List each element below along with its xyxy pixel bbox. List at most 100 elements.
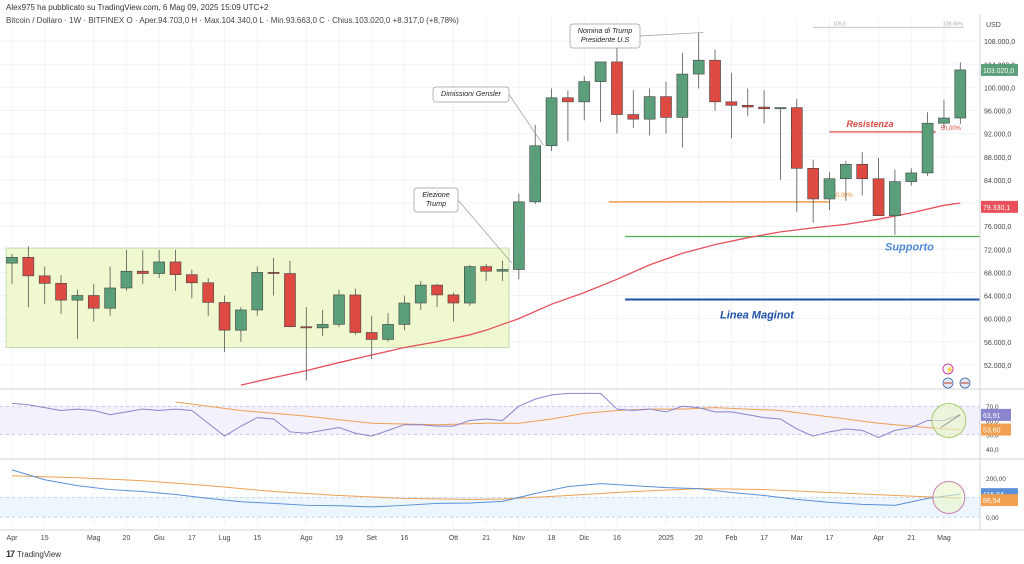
x-tick-label: 16 xyxy=(401,535,409,542)
candle-up[interactable] xyxy=(463,266,476,304)
x-tick-label: 19 xyxy=(335,535,343,542)
y-tick-label: 60.000,0 xyxy=(984,317,1011,324)
candle-down[interactable] xyxy=(22,257,35,277)
candle-up[interactable] xyxy=(251,272,264,311)
candle-up[interactable] xyxy=(545,97,558,147)
candle-up[interactable] xyxy=(153,261,165,274)
candle-down[interactable] xyxy=(872,178,885,217)
tradingview-logo[interactable]: 17 TradingView xyxy=(6,549,61,559)
x-tick-label: 15 xyxy=(253,535,261,542)
y-tick-label: 56.000,0 xyxy=(984,340,1011,347)
candle-down[interactable] xyxy=(365,332,378,340)
candle-up[interactable] xyxy=(333,294,345,325)
candle-down[interactable] xyxy=(55,283,67,301)
x-tick-label: Nov xyxy=(513,535,526,542)
rsi-tick: 70,0 xyxy=(986,404,999,411)
candle-up[interactable] xyxy=(71,295,84,301)
candle-up[interactable] xyxy=(905,172,918,182)
candle-down[interactable] xyxy=(741,104,754,108)
candle-down[interactable] xyxy=(807,168,819,200)
candle-down[interactable] xyxy=(186,274,198,284)
candle-down[interactable] xyxy=(431,284,443,296)
candle-down[interactable] xyxy=(300,326,313,329)
candle-up[interactable] xyxy=(889,181,901,217)
ohlc-legend: Bitcoin / Dollaro · 1W · BITFINEX O · Ap… xyxy=(6,16,459,25)
candle-down[interactable] xyxy=(284,273,296,328)
x-tick-label: Apr xyxy=(873,535,885,542)
candle-down[interactable] xyxy=(709,59,721,103)
macd-highlight-circle xyxy=(932,480,966,514)
y-tick-label: 72.000,0 xyxy=(984,247,1011,254)
candle-up[interactable] xyxy=(496,269,509,272)
candle-up[interactable] xyxy=(235,309,247,331)
candle-up[interactable] xyxy=(513,201,525,270)
x-tick-label: Lug xyxy=(219,535,231,542)
flash-icon xyxy=(942,363,954,375)
candle-down[interactable] xyxy=(349,294,362,333)
candle-down[interactable] xyxy=(480,266,492,272)
macd-tag-bg xyxy=(981,494,1018,507)
candle-down[interactable] xyxy=(447,294,460,304)
candle-up[interactable] xyxy=(954,69,967,119)
rsi-tick: 40,0 xyxy=(986,447,999,454)
candle-down[interactable] xyxy=(267,272,280,274)
x-tick-label: 15 xyxy=(41,535,49,542)
candle-up[interactable] xyxy=(594,61,607,82)
candle-up[interactable] xyxy=(529,145,542,203)
candle-up[interactable] xyxy=(643,96,656,120)
publisher-line: Alex975 ha pubblicato su TradingView.com… xyxy=(6,3,269,12)
candle-up[interactable] xyxy=(578,81,591,103)
rsi-tag-value: 63,91 xyxy=(983,413,1001,420)
axes: 52.000,0 56.000,0 60.000,0 64.000,0 68.000,0… xyxy=(0,14,1024,542)
candle-down[interactable] xyxy=(611,61,623,115)
ma-line xyxy=(240,202,961,386)
candle-down[interactable] xyxy=(856,163,869,180)
candle-up[interactable] xyxy=(692,59,705,75)
y-tick-label: 92.000,0 xyxy=(984,132,1011,139)
y-tick-label: 52.000,0 xyxy=(984,363,1011,370)
candle-down[interactable] xyxy=(87,295,100,309)
candle-down[interactable] xyxy=(790,107,803,169)
candle-up[interactable] xyxy=(382,324,394,340)
candle-up[interactable] xyxy=(104,287,116,309)
candle-down[interactable] xyxy=(627,114,640,120)
candle-up[interactable] xyxy=(840,163,852,180)
y-tick-label: 84.000,0 xyxy=(984,178,1011,185)
callout-text: Nomina di Trump xyxy=(578,26,633,35)
candle-up[interactable] xyxy=(938,117,950,124)
candle-down[interactable] xyxy=(202,282,214,303)
x-tick-label: 20 xyxy=(695,535,703,542)
callout-text: Dimissioni Gensler xyxy=(441,89,502,98)
candle-up[interactable] xyxy=(921,122,934,174)
candle-up[interactable] xyxy=(120,270,133,289)
candle-down[interactable] xyxy=(660,96,672,118)
candle-down[interactable] xyxy=(725,101,738,106)
rsi-tag-bg xyxy=(981,408,1011,421)
rsi-line xyxy=(11,392,961,439)
candle-up[interactable] xyxy=(823,178,836,200)
candle-up[interactable] xyxy=(414,284,427,304)
flash-glyph-icon: ⚡ xyxy=(946,365,955,374)
x-tick-label: Set xyxy=(366,535,377,542)
candle-down[interactable] xyxy=(38,275,51,284)
x-tick-label: Apr xyxy=(7,535,19,542)
candle-down[interactable] xyxy=(562,97,574,103)
candle-down[interactable] xyxy=(169,261,182,275)
candle-up[interactable] xyxy=(6,257,18,264)
candle-up[interactable] xyxy=(398,302,411,325)
candles[interactable] xyxy=(6,32,967,381)
candle-down[interactable] xyxy=(758,106,770,110)
panel-icons[interactable]: ⚡ xyxy=(942,363,971,389)
rsi-highlight-circle xyxy=(931,402,967,438)
callout-pointer xyxy=(457,199,513,264)
rsi-highlight-arrow xyxy=(940,414,961,428)
candle-down[interactable] xyxy=(218,302,231,331)
price-tag-value: 103.020,0 xyxy=(983,68,1014,75)
candle-up[interactable] xyxy=(316,324,329,329)
candle-up[interactable] xyxy=(676,73,689,118)
candle-down[interactable] xyxy=(137,270,149,274)
candle-up[interactable] xyxy=(774,107,787,110)
